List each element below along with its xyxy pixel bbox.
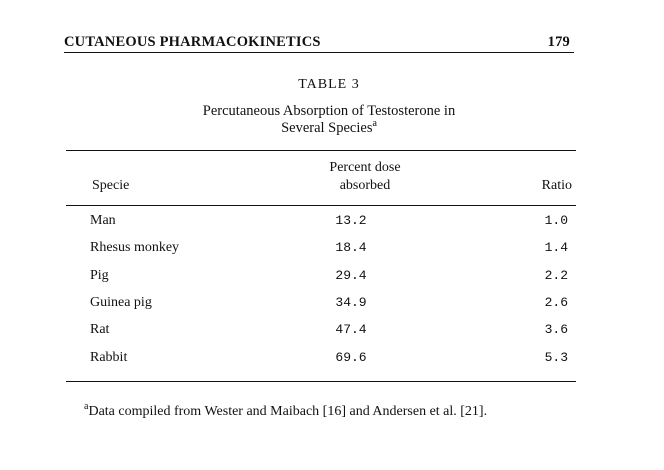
cell-specie: Man (90, 213, 116, 228)
table-row: Man 13.2 1.0 (66, 213, 576, 233)
cell-specie: Pig (90, 268, 109, 283)
cell-ratio: 1.4 (544, 240, 568, 255)
table-row: Rat 47.4 3.6 (66, 322, 576, 342)
cell-ratio: 3.6 (544, 322, 568, 337)
table-row: Rhesus monkey 18.4 1.4 (66, 240, 576, 260)
cell-ratio: 5.3 (544, 350, 568, 365)
column-header-specie: Specie (92, 178, 130, 193)
cell-percent-absorbed: 34.9 (335, 295, 367, 310)
footnote-marker: a (84, 401, 89, 412)
table-row: Guinea pig 34.9 2.6 (66, 295, 576, 315)
table-row: Pig 29.4 2.2 (66, 268, 576, 288)
cell-ratio: 2.2 (544, 268, 568, 283)
caption-footnote-marker: a (372, 118, 377, 129)
cell-percent-absorbed: 29.4 (335, 268, 367, 283)
column-header-absorbed-line-2: absorbed (339, 178, 391, 193)
column-header-percent-dose-absorbed: Percent dose absorbed (280, 159, 450, 195)
table-bottom-rule (66, 381, 576, 382)
footnote-text: Data compiled from Wester and Maibach [1… (88, 404, 488, 419)
cell-specie: Rhesus monkey (90, 240, 180, 255)
cell-specie: Guinea pig (90, 295, 152, 310)
table-header-rule (66, 205, 576, 206)
caption-line-2-text: Several Species (281, 120, 373, 136)
cell-percent-absorbed: 69.6 (335, 350, 367, 365)
table-footnote: aData compiled from Wester and Maibach [… (64, 402, 569, 422)
caption-line-1: Percutaneous Absorption of Testosterone … (202, 103, 456, 119)
page-number: 179 (547, 34, 570, 50)
column-header-absorbed-line-1: Percent dose (329, 160, 401, 175)
running-head-title: CUTANEOUS PHARMACOKINETICS (64, 34, 321, 50)
caption-line-2: Several Speciesa (64, 118, 594, 137)
cell-percent-absorbed: 47.4 (335, 322, 367, 337)
cell-percent-absorbed: 13.2 (335, 213, 367, 228)
table-row: Rabbit 69.6 5.3 (66, 350, 576, 370)
table-top-rule (66, 150, 576, 151)
running-head-rule (64, 52, 574, 53)
cell-ratio: 1.0 (544, 213, 568, 228)
cell-specie: Rat (90, 322, 110, 337)
cell-specie: Rabbit (90, 350, 128, 365)
column-header-ratio: Ratio (541, 178, 572, 193)
cell-percent-absorbed: 18.4 (335, 240, 367, 255)
table-caption: Percutaneous Absorption of Testosterone … (64, 103, 594, 137)
cell-ratio: 2.6 (544, 295, 568, 310)
table-label: TABLE 3 (298, 77, 360, 92)
running-head: CUTANEOUS PHARMACOKINETICS 179 (64, 34, 572, 52)
